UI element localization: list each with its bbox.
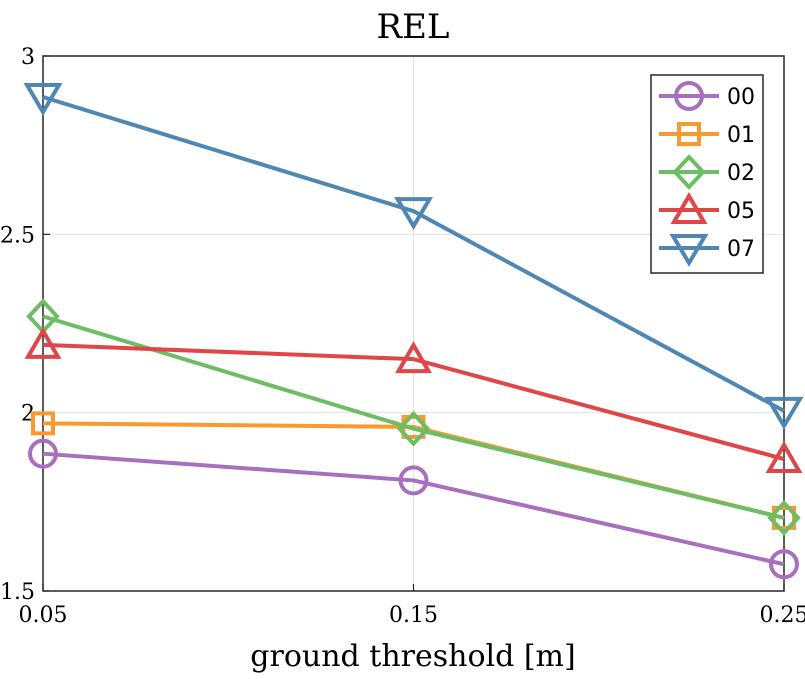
data-point-00 <box>398 465 429 496</box>
legend-item-05: 05 <box>659 191 755 224</box>
legend-marker <box>669 234 709 267</box>
legend-item-01: 01 <box>659 122 755 148</box>
legend-item-02: 02 <box>659 154 755 190</box>
data-point-07 <box>393 197 434 231</box>
x-axis-label: ground threshold [m] <box>250 639 575 674</box>
data-point-05 <box>24 326 62 359</box>
series-line-02 <box>42 314 785 520</box>
data-point-07 <box>23 83 63 116</box>
legend-label: 05 <box>727 199 755 224</box>
legend-item-00: 00 <box>659 81 755 111</box>
data-point-02 <box>396 410 431 447</box>
legend-marker <box>670 191 708 224</box>
legend-label: 00 <box>727 85 755 110</box>
legend-label: 07 <box>727 237 755 262</box>
y-tick-label: 3 <box>21 45 35 70</box>
x-tick-label: 0.25 <box>760 603 805 628</box>
legend-marker <box>674 81 704 111</box>
y-tick-label: 2.5 <box>0 223 35 248</box>
series-group <box>23 83 804 580</box>
legend-marker <box>672 154 706 190</box>
y-tick-label: 1.5 <box>0 580 35 605</box>
legend-label: 02 <box>727 161 755 186</box>
legend-label: 01 <box>727 123 755 148</box>
series-07 <box>23 83 804 430</box>
chart-title: REL <box>377 7 450 47</box>
series-05 <box>24 326 803 474</box>
legend-marker <box>677 122 701 146</box>
data-point-05 <box>765 441 803 474</box>
data-point-00 <box>28 438 58 469</box>
x-tick-label: 0.15 <box>389 603 438 628</box>
series-line-05 <box>42 342 785 461</box>
data-point-01 <box>772 505 796 530</box>
series-line-07 <box>42 95 785 413</box>
legend: 00 01 02 05 07 <box>650 74 764 274</box>
data-point-01 <box>31 411 55 436</box>
x-tick-label: 0.05 <box>19 603 68 628</box>
series-line-00 <box>42 451 785 567</box>
data-point-07 <box>764 396 804 430</box>
series-00 <box>28 438 799 580</box>
legend-item-07: 07 <box>659 234 755 267</box>
data-point-00 <box>769 549 799 580</box>
data-point-05 <box>395 341 432 374</box>
data-point-02 <box>767 499 801 536</box>
